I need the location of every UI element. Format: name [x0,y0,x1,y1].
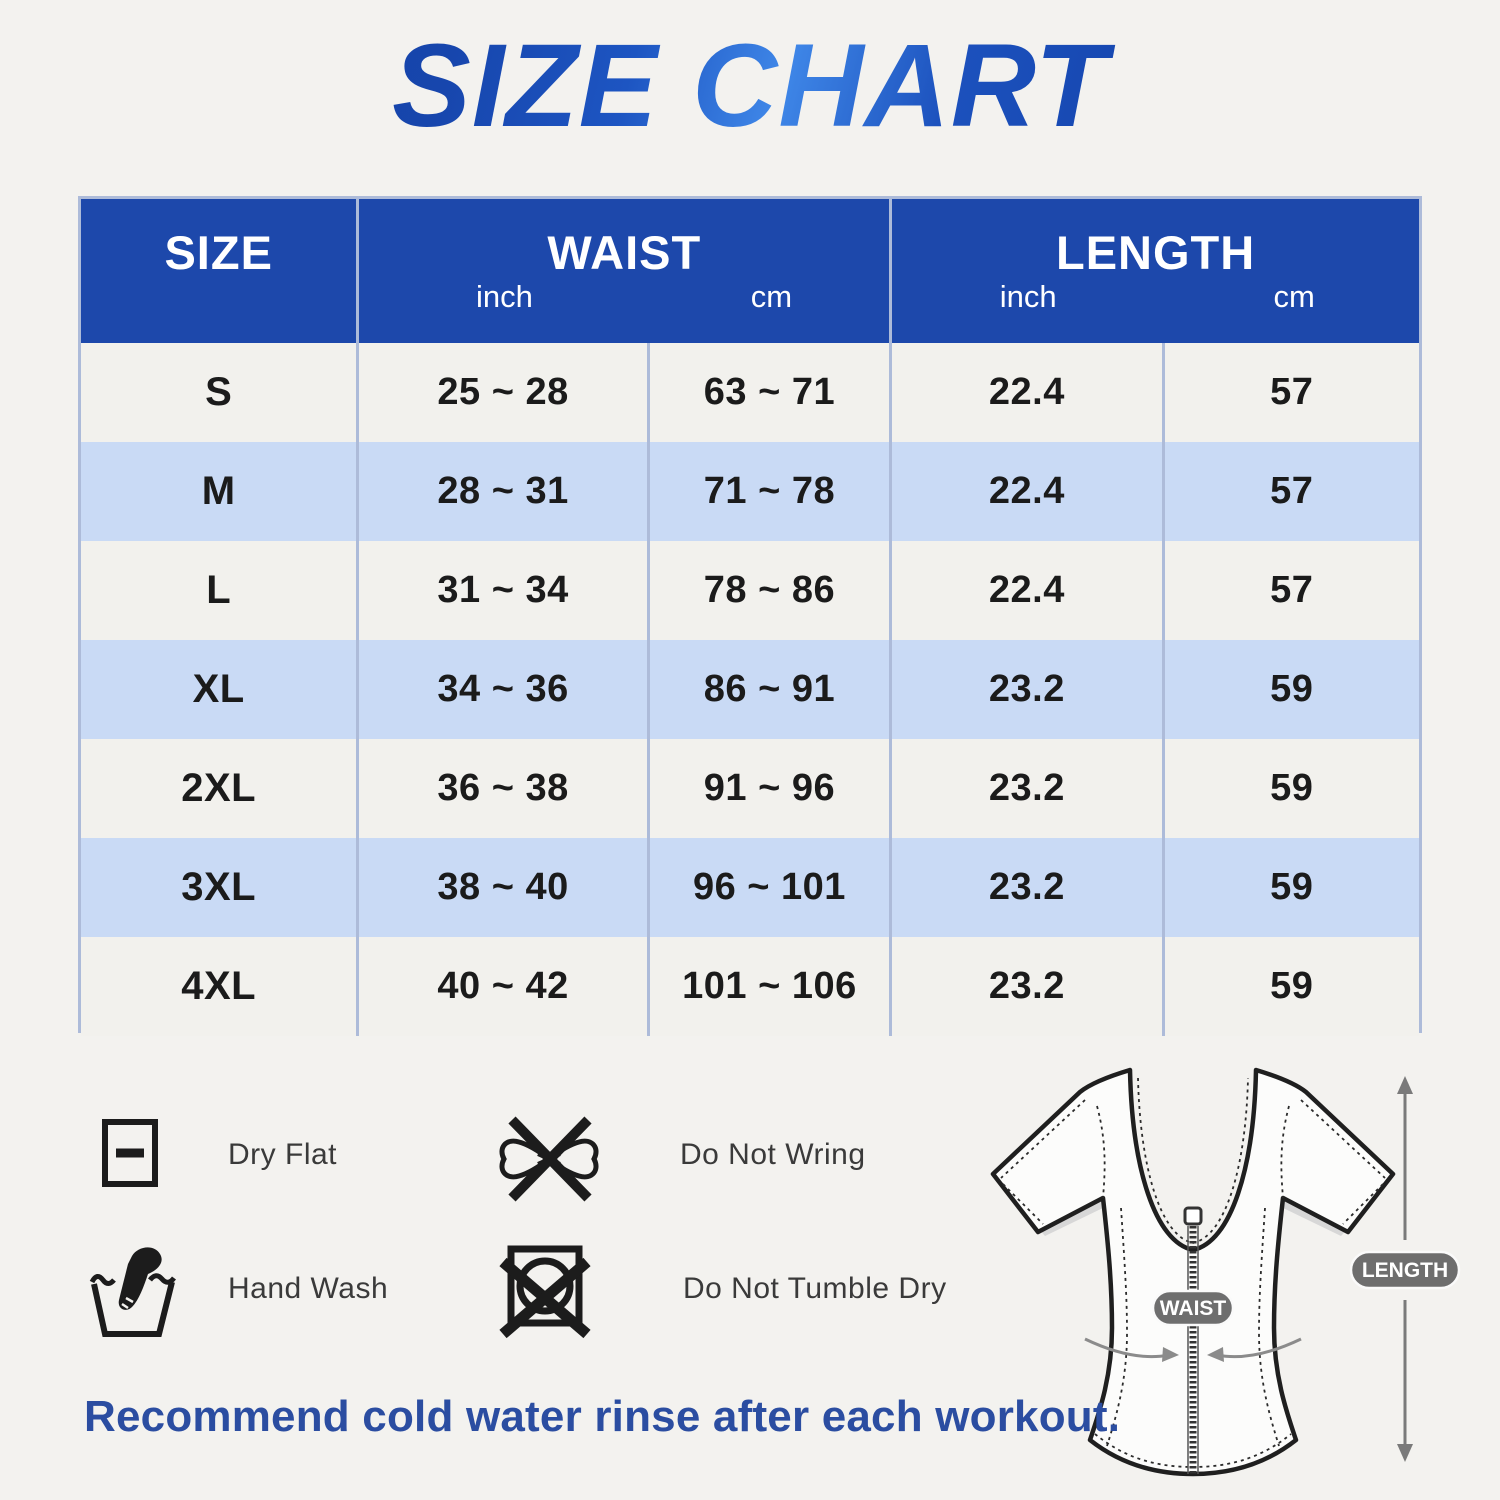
table-row-m: M 28 ~ 31 71 ~ 78 22.4 57 [81,442,1419,541]
care-note: Recommend cold water rinse after each wo… [84,1392,1121,1441]
cell-waist-cm: 86 ~ 91 [646,640,889,739]
cell-waist-cm: 91 ~ 96 [646,739,889,838]
waist-arrow-right-icon [1162,1347,1179,1362]
care-label-do-not-tumble-dry: Do Not Tumble Dry [683,1272,947,1305]
cell-length-inch: 23.2 [889,838,1161,937]
cell-waist-cm: 71 ~ 78 [646,442,889,541]
size-table-header: SIZE WAIST inch cm LENGTH inch cm [81,199,1419,343]
cell-length-inch: 23.2 [889,937,1161,1036]
cell-waist-cm: 63 ~ 71 [646,343,889,442]
subheader-length-inch: inch [999,279,1057,314]
cell-length-inch: 23.2 [889,739,1161,838]
table-row-s: S 25 ~ 28 63 ~ 71 22.4 57 [81,343,1419,442]
cell-size: 2XL [181,766,257,810]
cell-waist-inch: 31 ~ 34 [356,541,646,640]
cell-size: L [206,568,232,612]
column-header-length: LENGTH [1055,226,1256,279]
table-row-4xl: 4XL 40 ~ 42 101 ~ 106 23.2 59 [81,937,1419,1036]
cell-length-inch: 22.4 [889,442,1161,541]
waist-measurement: WAIST [1084,1289,1302,1362]
care-label-hand-wash: Hand Wash [228,1272,389,1305]
cell-size: M [201,469,236,513]
dry-flat-icon [102,1119,158,1187]
care-label-dry-flat: Dry Flat [228,1138,337,1171]
table-row-2xl: 2XL 36 ~ 38 91 ~ 96 23.2 59 [81,739,1419,838]
do-not-tumble-dry-icon [499,1245,591,1339]
cell-length-cm: 57 [1161,343,1419,442]
length-pill [1349,1250,1461,1290]
cell-length-inch: 23.2 [889,640,1161,739]
seam-stitch-lines [1000,1077,1386,1468]
subheader-length-cm: cm [1273,279,1315,314]
table-row-xl: XL 34 ~ 36 86 ~ 91 23.2 59 [81,640,1419,739]
cell-waist-inch: 25 ~ 28 [356,343,646,442]
cell-size: 4XL [181,964,257,1008]
header-group-waist: WAIST inch cm [356,199,889,343]
cell-size: 3XL [181,865,257,909]
garment-measurement-diagram: WAIST LENGTH [990,1067,1461,1477]
length-arrow-down-icon [1397,1444,1413,1462]
header-group-length: LENGTH inch cm [889,199,1419,343]
cell-size: S [205,370,233,414]
do-not-wring-icon [499,1116,599,1202]
cell-length-cm: 59 [1161,640,1419,739]
cell-length-cm: 59 [1161,739,1419,838]
header-group-size: SIZE [81,199,356,343]
table-row-l: L 31 ~ 34 78 ~ 86 22.4 57 [81,541,1419,640]
cell-waist-inch: 34 ~ 36 [356,640,646,739]
size-table: SIZE WAIST inch cm LENGTH inch cm S 25 ~… [78,196,1422,1036]
table-row-3xl: 3XL 38 ~ 40 96 ~ 101 23.2 59 [81,838,1419,937]
waist-label: WAIST [1160,1297,1227,1320]
subheader-waist-cm: cm [750,279,793,314]
length-measurement: LENGTH [1349,1076,1461,1462]
cell-waist-inch: 36 ~ 38 [356,739,646,838]
cell-waist-inch: 40 ~ 42 [356,937,646,1036]
zipper [1183,1206,1203,1474]
cell-length-inch: 22.4 [889,343,1161,442]
cell-waist-inch: 38 ~ 40 [356,838,646,937]
care-label-do-not-wring: Do Not Wring [680,1138,866,1171]
length-arrow-up-icon [1397,1076,1413,1094]
size-table-body: S 25 ~ 28 63 ~ 71 22.4 57 M 28 ~ 31 71 ~… [81,343,1419,1036]
cell-length-cm: 59 [1161,838,1419,937]
waist-arrow-left-icon [1207,1347,1224,1362]
cell-length-inch: 22.4 [889,541,1161,640]
cell-waist-inch: 28 ~ 31 [356,442,646,541]
cell-waist-cm: 101 ~ 106 [646,937,889,1036]
cell-length-cm: 57 [1161,541,1419,640]
hand-wash-icon [89,1247,176,1337]
cell-waist-cm: 78 ~ 86 [646,541,889,640]
cell-waist-cm: 96 ~ 101 [646,838,889,937]
cell-length-cm: 59 [1161,937,1419,1036]
length-label: LENGTH [1362,1259,1448,1282]
cell-size: XL [192,667,245,711]
page-title: SIZE CHART [0,18,1500,154]
subheader-waist-inch: inch [475,279,533,314]
cell-length-cm: 57 [1161,442,1419,541]
waist-pill [1151,1289,1235,1327]
column-header-size: SIZE [164,226,273,279]
column-header-waist: WAIST [547,226,702,279]
